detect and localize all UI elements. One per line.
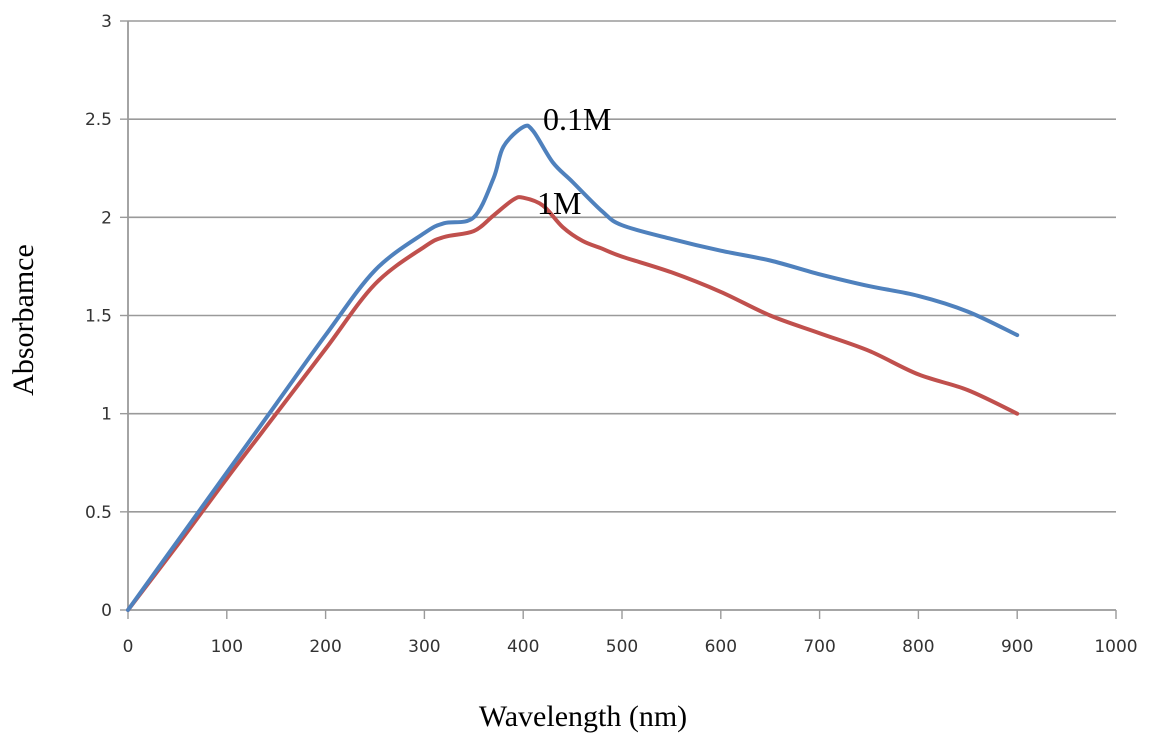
axes [120, 20, 1117, 619]
series-line-1 [126, 195, 1020, 612]
x-tick-label-10: 1000 [1094, 637, 1137, 657]
grid-lines [128, 20, 1116, 513]
series-labels: 0.1M 1M [537, 101, 611, 221]
series-label-1m: 1M [537, 185, 581, 221]
x-tick-label-2: 200 [309, 637, 341, 657]
x-tick-label-0: 0 [123, 637, 134, 657]
x-tick-label-5: 500 [606, 637, 638, 657]
y-axis-title: Absorbamce [7, 244, 40, 396]
y-tick-label-5: 2.5 [85, 110, 112, 130]
series-label-0-1m: 0.1M [543, 101, 611, 137]
series-lines [126, 123, 1020, 612]
x-tick-label-6: 600 [705, 637, 737, 657]
x-tick-label-7: 700 [803, 637, 835, 657]
x-tick-labels: 0 100 200 300 400 500 600 700 800 900 1000 [123, 637, 1138, 657]
y-tick-label-2: 1 [101, 405, 112, 425]
x-tick-label-8: 800 [902, 637, 934, 657]
y-tick-labels: 0 0.5 1 1.5 2 2.5 3 [85, 12, 112, 621]
y-tick-label-3: 1.5 [85, 307, 112, 327]
y-tick-label-6: 3 [101, 12, 112, 32]
y-tick-label-0: 0 [101, 601, 112, 621]
x-tick-label-4: 400 [507, 637, 539, 657]
x-tick-label-9: 900 [1001, 637, 1033, 657]
x-axis-title: Wavelength (nm) [479, 700, 687, 733]
series-line-0 [126, 123, 1020, 612]
x-tick-label-1: 100 [211, 637, 243, 657]
y-tick-label-1: 0.5 [85, 503, 112, 523]
y-tick-label-4: 2 [101, 208, 112, 228]
x-tick-label-3: 300 [408, 637, 440, 657]
